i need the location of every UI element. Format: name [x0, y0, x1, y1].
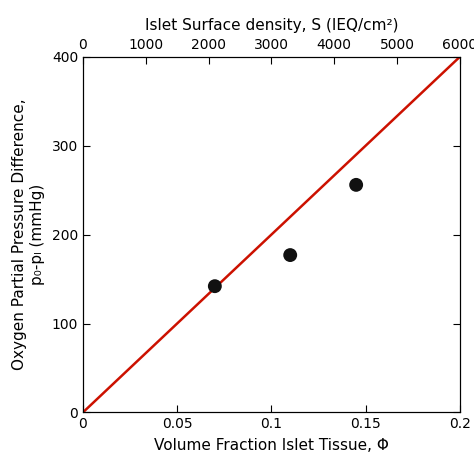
Point: [211, 283, 219, 290]
Point: [286, 251, 294, 259]
Y-axis label: Oxygen Partial Pressure Difference,
p₀-pₗ (mmHg): Oxygen Partial Pressure Difference, p₀-p…: [12, 99, 45, 371]
X-axis label: Volume Fraction Islet Tissue, Φ: Volume Fraction Islet Tissue, Φ: [154, 438, 389, 453]
Point: [352, 181, 360, 189]
X-axis label: Islet Surface density, S (IEQ/cm²): Islet Surface density, S (IEQ/cm²): [145, 18, 398, 33]
